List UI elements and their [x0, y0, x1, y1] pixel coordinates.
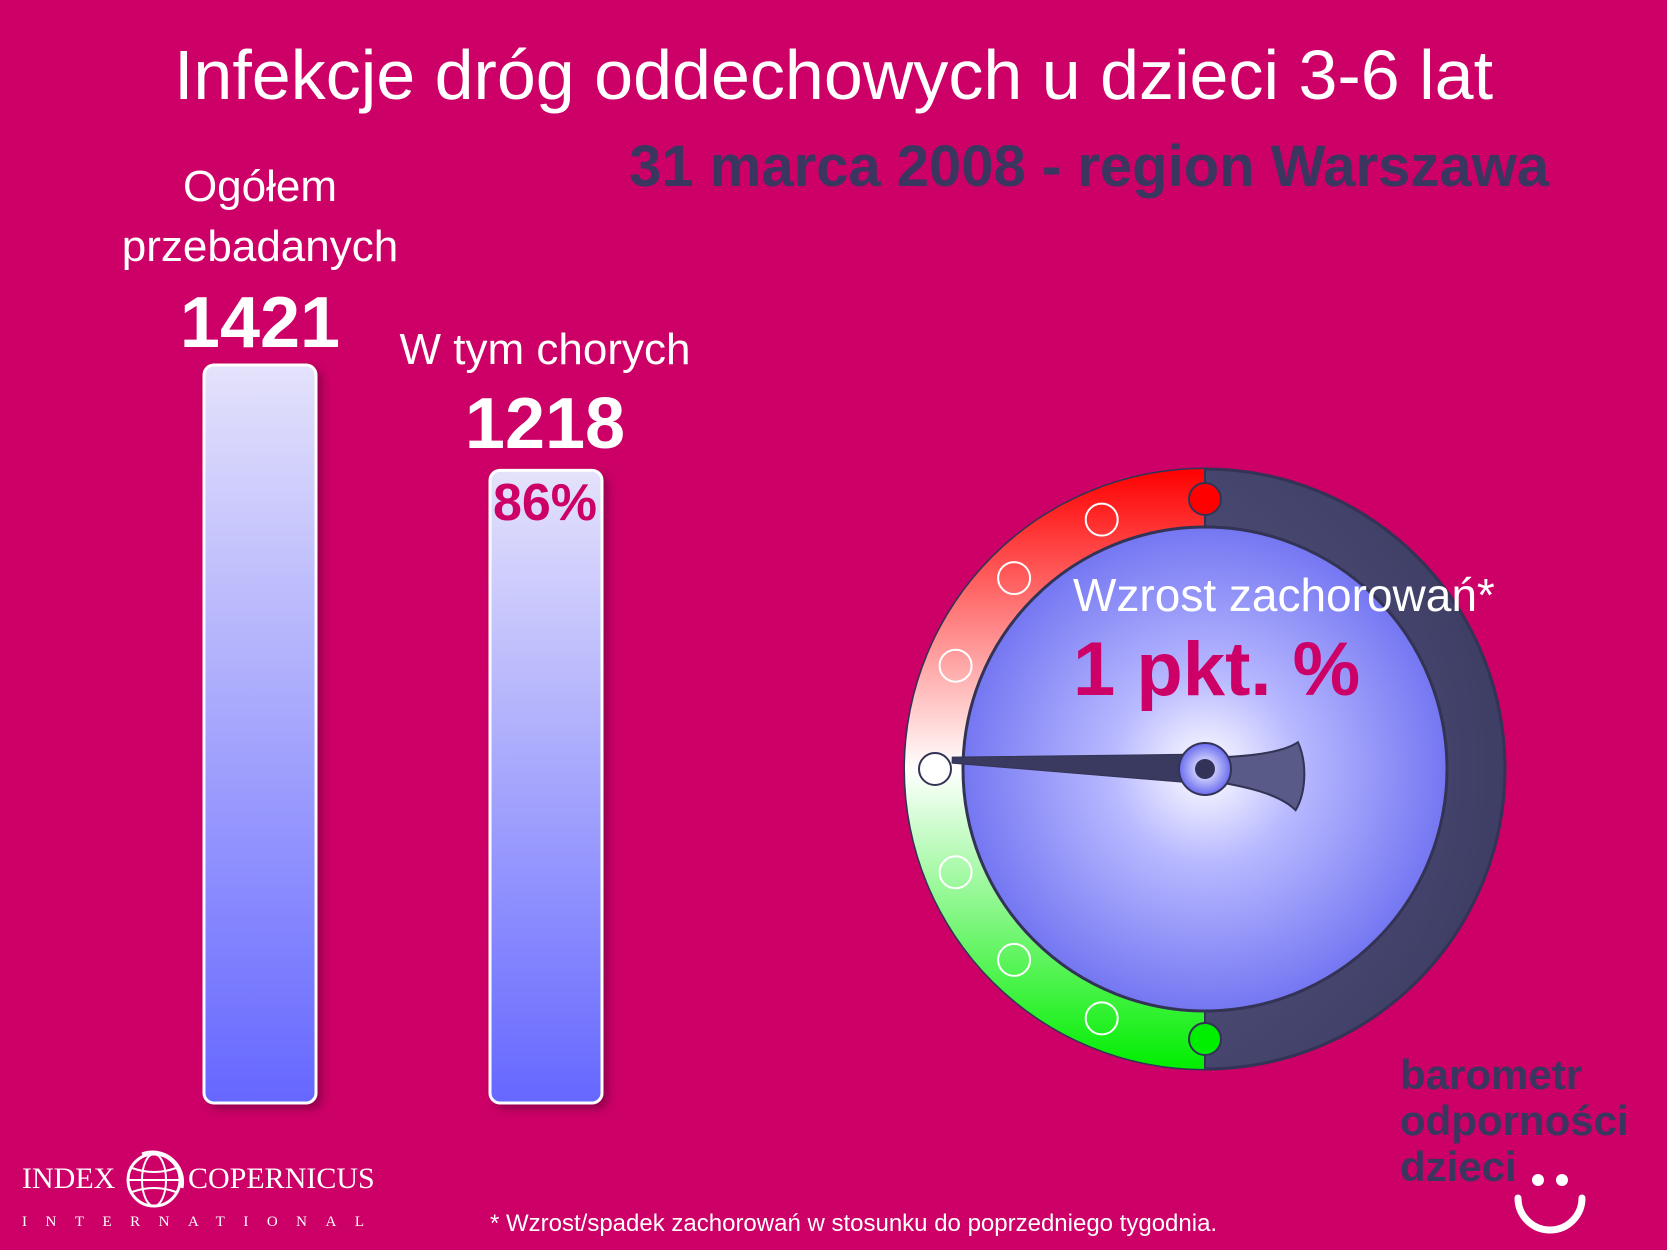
logo-word-copernicus: COPERNICUS	[188, 1162, 375, 1195]
chart-subtitle: 31 marca 2008 - region Warszawa	[629, 134, 1549, 199]
bar-total-label-line2: przebadanych	[121, 222, 399, 271]
gauge-label: Wzrost zachorowań*	[1073, 569, 1495, 621]
gauge-mark	[1188, 1022, 1222, 1056]
bar-total-label-line1: Ogółem	[182, 162, 338, 211]
gauge-marks	[918, 482, 1222, 1056]
gauge-mark	[938, 855, 973, 890]
gauge-mark	[997, 561, 1032, 596]
smiley-icon	[1514, 1174, 1586, 1234]
gauge-value: 1 pkt. %	[1073, 627, 1361, 712]
brand-logo: barometr odporności dzieci	[1400, 1052, 1629, 1190]
gauge	[903, 467, 1507, 1071]
gauge-mark	[1188, 482, 1222, 516]
brand-line2: odporności	[1400, 1097, 1629, 1144]
bar-total-label: Ogółem przebadanych	[60, 157, 460, 277]
chart-title: Infekcje dróg oddechowych u dzieci 3-6 l…	[173, 36, 1494, 114]
gauge-needle	[951, 740, 1306, 812]
gauge-mark	[1084, 502, 1119, 537]
bar-sick-value: 1218	[464, 384, 626, 464]
logo-word-index: INDEX	[22, 1162, 116, 1195]
gauge-mark	[997, 942, 1032, 977]
footnote: * Wzrost/spadek zachorowań w stosunku do…	[490, 1210, 1218, 1237]
globe-icon	[126, 1150, 185, 1208]
bar-sick	[488, 468, 604, 1105]
gauge-mark	[1084, 1001, 1119, 1036]
brand-line1: barometr	[1400, 1051, 1583, 1098]
gauge-mark	[918, 752, 952, 786]
bar-sick-percent: 86%	[492, 474, 598, 532]
logo-word-international: INTERNATIONAL	[22, 1214, 383, 1230]
gauge-mark	[938, 648, 973, 683]
bar-total	[202, 363, 318, 1105]
brand-line3: dzieci	[1400, 1143, 1517, 1190]
bar-total-value: 1421	[179, 283, 341, 363]
bar-sick-label: W tym chorych	[399, 325, 691, 374]
